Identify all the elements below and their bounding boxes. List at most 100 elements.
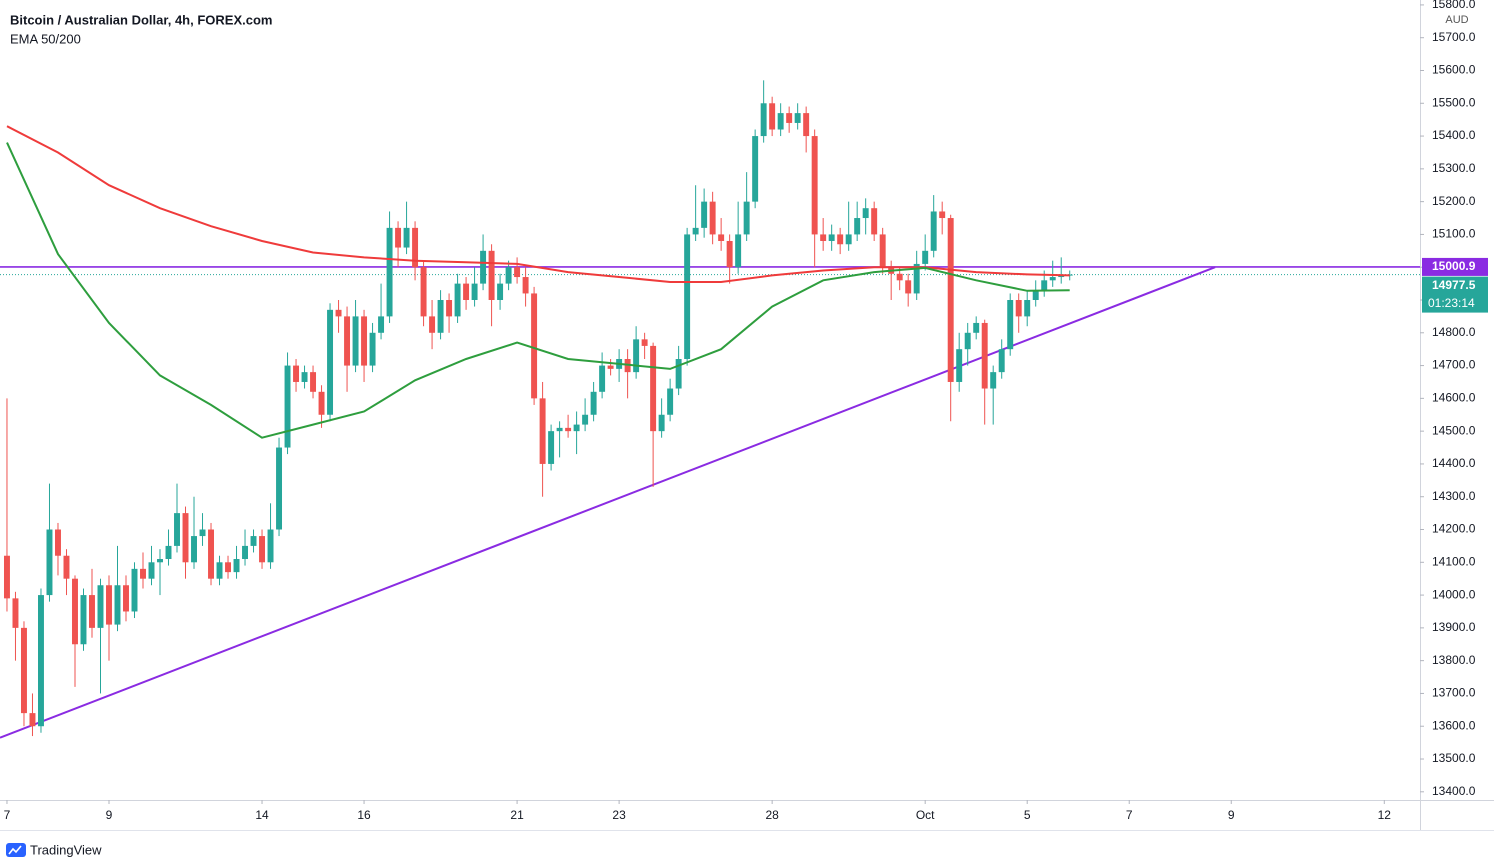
candle-body xyxy=(284,365,291,448)
candle-body xyxy=(29,713,36,727)
level-label: 15000.9 xyxy=(1432,259,1476,273)
candle-body xyxy=(803,113,810,137)
candle-body xyxy=(505,267,512,284)
candle-body xyxy=(259,536,266,563)
candle-body xyxy=(786,113,793,123)
candle-body xyxy=(837,234,844,245)
candle-body xyxy=(386,227,393,317)
candle-body xyxy=(3,555,10,599)
candle-body xyxy=(607,365,614,369)
candle-body xyxy=(752,136,759,202)
candle-body xyxy=(981,322,988,389)
candle-body xyxy=(63,555,70,579)
candle-body xyxy=(114,585,121,625)
candle-body xyxy=(301,372,308,382)
candle-body xyxy=(675,359,682,389)
candle-body xyxy=(811,136,818,235)
x-tick-label: 5 xyxy=(1024,808,1031,822)
candle-body xyxy=(293,365,300,382)
y-tick-label: 14700.0 xyxy=(1432,358,1476,372)
y-tick-label: 14000.0 xyxy=(1432,587,1476,601)
candle-body xyxy=(1066,274,1073,276)
candle-body xyxy=(1007,300,1014,350)
x-tick-label: 28 xyxy=(765,808,779,822)
candle-body xyxy=(327,309,334,415)
candle-body xyxy=(514,267,521,278)
y-tick-label: 14100.0 xyxy=(1432,554,1476,568)
candle-body xyxy=(718,234,725,241)
candle-body xyxy=(735,234,742,268)
y-tick-label: 14200.0 xyxy=(1432,522,1476,536)
candle-body xyxy=(1058,275,1065,278)
candle-body xyxy=(922,250,929,264)
candle-body xyxy=(692,227,699,235)
y-tick-label: 13900.0 xyxy=(1432,620,1476,634)
candle-body xyxy=(956,349,963,382)
candle-body xyxy=(913,263,920,294)
candle-body xyxy=(820,234,827,241)
candle-body xyxy=(1024,300,1031,317)
plot xyxy=(0,80,1420,739)
candle-body xyxy=(862,208,869,219)
y-tick-label: 14600.0 xyxy=(1432,391,1476,405)
candle-body xyxy=(998,349,1005,373)
y-tick-label: 13500.0 xyxy=(1432,751,1476,765)
candle-body xyxy=(446,300,453,317)
candle-body xyxy=(573,424,580,432)
candle-body xyxy=(199,529,206,537)
candle-body xyxy=(89,595,95,628)
candle-body xyxy=(12,598,19,628)
candle-body xyxy=(896,273,903,281)
x-tick-label: 23 xyxy=(612,808,626,822)
x-tick-label: 9 xyxy=(1228,808,1235,822)
candle-body xyxy=(633,339,640,373)
candle-body xyxy=(769,103,776,130)
candle-body xyxy=(709,201,716,235)
x-tick-label: 12 xyxy=(1378,808,1392,822)
y-tick-label: 13600.0 xyxy=(1432,718,1476,732)
candle-body xyxy=(539,398,546,464)
candle-body xyxy=(471,283,478,300)
indicator-label: EMA 50/200 xyxy=(10,31,81,46)
candle-body xyxy=(412,227,419,268)
candle-body xyxy=(310,372,317,392)
candle-body xyxy=(488,250,495,300)
candle-body xyxy=(38,595,44,727)
y-tick-label: 15800.0 xyxy=(1432,0,1476,11)
candle-body xyxy=(939,211,946,219)
brand-text: TradingView xyxy=(30,842,102,857)
candle-body xyxy=(335,309,342,317)
y-tick-label: 15700.0 xyxy=(1432,30,1476,44)
candle-body xyxy=(667,388,674,415)
candle-body xyxy=(250,536,257,546)
last-price-label: 14977.5 xyxy=(1432,278,1476,292)
x-tick-label: 9 xyxy=(106,808,113,822)
candle-body xyxy=(845,234,852,245)
x-tick-label: 7 xyxy=(4,808,11,822)
last-price-box xyxy=(1422,276,1488,313)
candle-body xyxy=(123,585,129,612)
y-tick-label: 15500.0 xyxy=(1432,95,1476,109)
x-tick-label: 16 xyxy=(357,808,371,822)
currency-label: AUD xyxy=(1445,14,1468,26)
candle-body xyxy=(20,627,27,714)
y-tick-label: 15100.0 xyxy=(1432,227,1476,241)
logo[interactable]: TradingView xyxy=(6,842,102,857)
candle-body xyxy=(344,316,351,366)
x-tick-label: Oct xyxy=(916,808,935,822)
candle-body xyxy=(777,113,784,130)
y-tick-label: 14500.0 xyxy=(1432,423,1476,437)
y-tick-label: 15400.0 xyxy=(1432,128,1476,142)
candle-body xyxy=(743,201,750,235)
y-tick-label: 15600.0 xyxy=(1432,63,1476,77)
candle-body xyxy=(794,113,801,123)
candle-body xyxy=(157,559,163,563)
candle-body xyxy=(148,562,155,579)
candle-body xyxy=(1049,277,1056,281)
trendline xyxy=(0,266,1216,739)
candle-body xyxy=(378,316,385,333)
ema-line xyxy=(6,142,1070,439)
candle-body xyxy=(369,332,376,366)
